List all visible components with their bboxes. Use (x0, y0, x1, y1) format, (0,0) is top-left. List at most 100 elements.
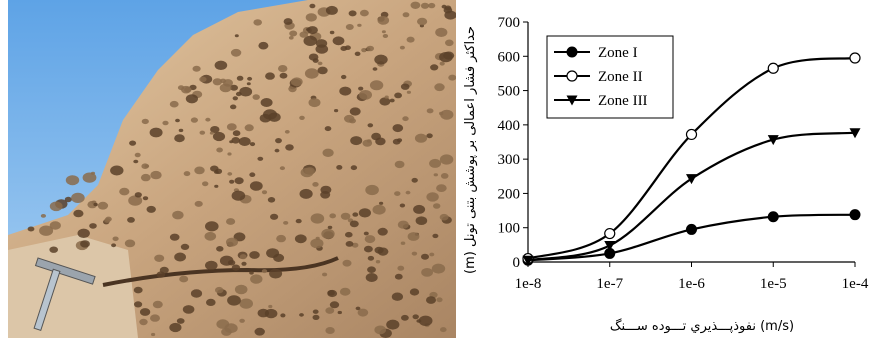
rock-pit (230, 84, 238, 91)
y-tick-label: 100 (498, 221, 521, 237)
rock-pit (241, 261, 247, 266)
rock-pit (150, 170, 162, 180)
rock-pit (249, 142, 256, 147)
rock-pit (399, 45, 405, 50)
rock-pit (206, 298, 216, 306)
rock-pit (399, 203, 406, 208)
y-axis-ticks: 0 100 200 300 400 500 600 700 (498, 15, 528, 271)
data-point (686, 174, 697, 185)
rock-pit (334, 109, 339, 113)
data-point (604, 241, 616, 252)
rock-pit (77, 228, 90, 238)
rock-pit (39, 225, 54, 236)
rock-pit (299, 31, 309, 38)
rock-pit (352, 212, 359, 217)
rock-pit (299, 115, 305, 120)
rock-pit (362, 139, 373, 147)
rock-pit (87, 200, 98, 209)
data-point (849, 52, 861, 64)
rock-pit (259, 113, 272, 123)
y-tick-label: 200 (498, 186, 521, 202)
rock-pit (363, 231, 369, 236)
rock-pit (350, 165, 358, 171)
data-point (849, 209, 861, 221)
x-tick-label: 1e-4 (842, 276, 869, 292)
rock-pit (444, 5, 452, 11)
rock-pit (394, 273, 403, 280)
rock-pit (152, 300, 163, 309)
rock-pit (269, 268, 283, 279)
rock-pit (361, 48, 367, 53)
rock-pit (344, 114, 355, 123)
rock-pit (254, 327, 265, 336)
rock-pit (268, 304, 273, 309)
rock-pit (435, 27, 448, 37)
rock-pit (295, 218, 302, 224)
rock-pit (405, 190, 411, 195)
rock-pit (349, 220, 359, 228)
series-line (527, 213, 856, 262)
rock-pit (345, 241, 354, 247)
rock-pit (235, 91, 242, 97)
series-1 (522, 209, 861, 266)
rock-pit (169, 233, 180, 241)
x-tick-label: 1e-7 (596, 276, 623, 292)
rock-pit (317, 66, 328, 75)
rock-pit (141, 118, 149, 125)
rock-pit (289, 30, 298, 37)
rock-pit (394, 160, 405, 169)
rock-pit (252, 94, 260, 100)
rock-pit (359, 90, 372, 100)
rock-pit (182, 305, 195, 314)
rock-pit (432, 233, 439, 239)
rock-pit (429, 252, 435, 257)
rock-pit (336, 165, 343, 170)
rock-pit (220, 78, 227, 84)
rock-pit (205, 260, 218, 271)
rock-pit (214, 184, 219, 188)
rock-pit (374, 325, 387, 335)
rock-pit (185, 94, 198, 104)
rock-pit (375, 260, 381, 264)
rock-pit (238, 137, 251, 146)
rock-pit (315, 39, 328, 48)
rock-pit (140, 173, 151, 182)
rock-pit (339, 86, 352, 96)
rock-pit (433, 203, 441, 209)
rock-pit (309, 3, 316, 9)
rock-pit (367, 123, 374, 128)
rock-pit (400, 83, 410, 90)
rock-pit (162, 120, 169, 126)
rock-pit (49, 201, 63, 212)
rock-pit (329, 30, 335, 35)
rock-pit (133, 159, 139, 164)
rock-pit (139, 308, 151, 316)
rock-pit (249, 271, 254, 275)
rock-pit (332, 36, 345, 46)
rock-pit (239, 86, 253, 97)
rock-pit (199, 130, 206, 135)
rock-pit (436, 297, 443, 303)
rock-pit (247, 76, 253, 81)
rock-pit (377, 16, 390, 25)
rock-pit (279, 166, 285, 171)
rock-pit (417, 17, 428, 26)
rock-pit (80, 240, 90, 248)
rock-pit (407, 232, 420, 241)
rock-pit (159, 266, 169, 274)
rock-pit (394, 191, 401, 197)
rock-pit (426, 192, 439, 202)
rock-pit (355, 306, 361, 311)
rock-pit (274, 148, 280, 153)
rock-pit (49, 246, 58, 253)
rock-pit (366, 45, 375, 52)
rock-pit (389, 98, 395, 103)
rock-pit (367, 266, 376, 274)
rock-pit (190, 117, 198, 123)
rock-pit (275, 138, 282, 144)
crack-line (102, 256, 339, 287)
rock-pit (279, 72, 288, 79)
rock-pit (73, 209, 84, 218)
rock-pit (430, 64, 439, 71)
rock-pit (134, 192, 142, 198)
